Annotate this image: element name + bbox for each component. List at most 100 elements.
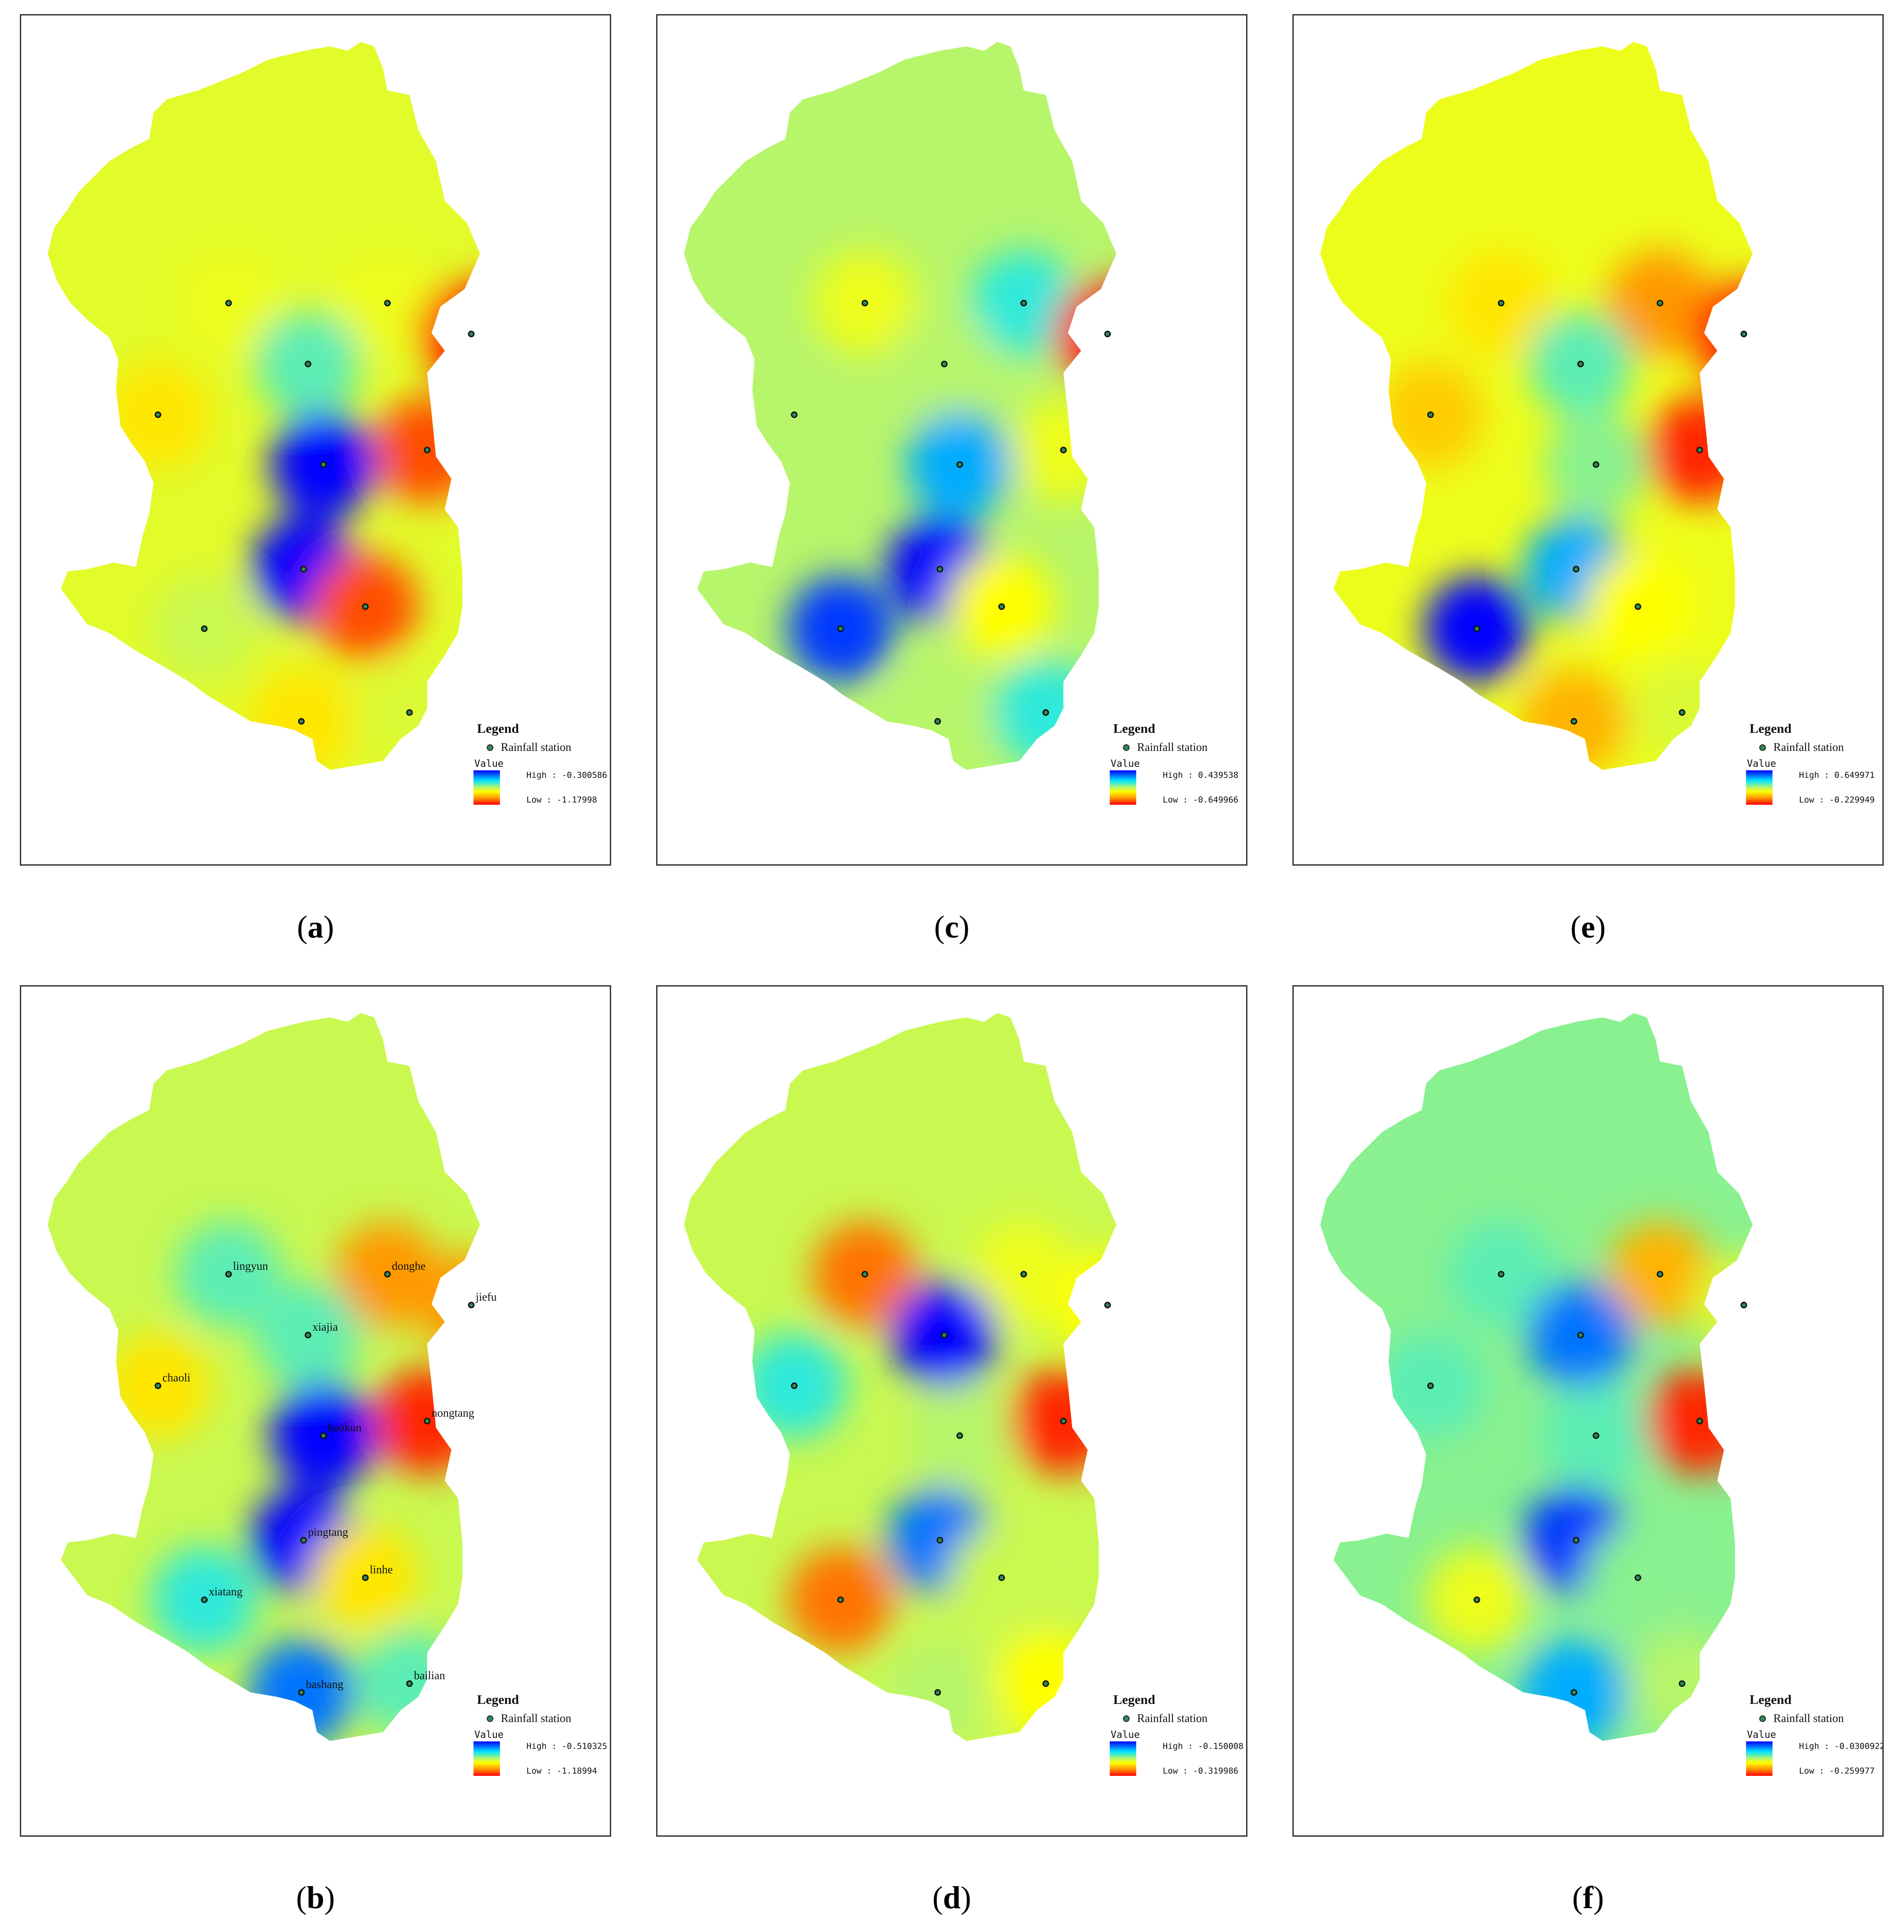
legend-high-value: High : 0.649971 — [1799, 770, 1875, 780]
station-marker-linhe — [362, 603, 369, 610]
station-marker-xiajia — [941, 360, 948, 368]
station-marker-donghe — [1656, 1271, 1664, 1278]
station-marker-linhe — [362, 1574, 369, 1581]
legend-low-value: Low : -0.229949 — [1799, 795, 1875, 805]
station-marker-xiatang — [1473, 625, 1480, 632]
station-marker-chaoli — [154, 411, 161, 418]
station-marker-xiatang — [201, 1596, 208, 1603]
legend-low-value: Low : -1.18994 — [526, 1766, 597, 1776]
station-marker-chaoli — [154, 1382, 161, 1389]
color-ramp-bar — [1110, 770, 1136, 805]
station-marker-baokun — [956, 461, 963, 468]
station-marker-pingtang — [1573, 566, 1580, 573]
caption-e: (e) — [1570, 909, 1606, 945]
station-marker-pingtang — [300, 566, 307, 573]
legend-value-label: Value — [1747, 758, 1776, 769]
station-symbol-icon — [1123, 1715, 1130, 1722]
station-marker-bailian — [1679, 709, 1686, 716]
map-panel-b: lingyun donghe jiefu xiajia chaoli nongtang ba… — [20, 985, 611, 1837]
map-panel-d: Legend Rainfall station Value High : -0.150… — [656, 985, 1247, 1837]
station-marker-donghe — [1020, 1271, 1027, 1278]
station-marker-nongtang — [424, 1418, 431, 1425]
map-panel-f: Legend Rainfall station Value High : -0.030… — [1292, 985, 1884, 1837]
station-label-pingtang: pingtang — [308, 1526, 348, 1538]
legend-high-value: High : -0.300586 — [526, 770, 608, 780]
station-marker-bashang — [1570, 718, 1577, 725]
station-marker-baokun — [320, 461, 327, 468]
station-label-xiatang: xiatang — [209, 1585, 243, 1598]
color-ramp-bar — [1110, 1741, 1136, 1776]
legend: Legend Rainfall station Value High : 0.4395… — [1110, 721, 1242, 806]
station-marker-donghe — [384, 300, 391, 307]
station-marker-nongtang — [1060, 1418, 1067, 1425]
legend-color-ramp: High : -0.0300922 Low : -0.259977 — [1746, 1741, 1882, 1777]
station-marker-pingtang — [936, 566, 943, 573]
station-marker-baokun — [1592, 461, 1600, 468]
station-marker-chaoli — [1427, 1382, 1434, 1389]
legend-title: Legend — [1113, 1692, 1156, 1707]
station-label-bailian: bailian — [414, 1669, 445, 1682]
station-marker-pingtang — [936, 1537, 943, 1544]
station-label-chaoli: chaoli — [162, 1371, 191, 1384]
station-label-baokun: baokun — [328, 1421, 362, 1434]
caption-f: (f) — [1572, 1880, 1604, 1915]
legend-station-entry: Rainfall station — [1110, 739, 1242, 757]
legend-value-label: Value — [474, 1729, 504, 1741]
legend: Legend Rainfall station Value High : -0.300… — [473, 721, 608, 806]
station-marker-pingtang — [1573, 1537, 1580, 1544]
station-marker-nongtang — [1696, 1418, 1703, 1425]
station-marker-linhe — [998, 603, 1005, 610]
station-marker-bashang — [934, 1689, 941, 1696]
legend-station-entry: Rainfall station — [473, 739, 606, 757]
legend-station-entry: Rainfall station — [473, 1710, 606, 1728]
legend-title: Legend — [1750, 721, 1792, 736]
station-marker-xiatang — [201, 625, 208, 632]
color-ramp-bar — [473, 1741, 500, 1776]
station-marker-donghe — [384, 1271, 391, 1278]
station-marker-bashang — [298, 718, 305, 725]
station-symbol-icon — [1123, 744, 1130, 751]
legend-station-label: Rainfall station — [1137, 1712, 1208, 1725]
station-marker-lingyun — [861, 300, 868, 307]
station-marker-lingyun — [225, 1271, 232, 1278]
station-marker-nongtang — [1060, 446, 1067, 454]
legend-station-entry: Rainfall station — [1110, 1710, 1242, 1728]
caption-b: (b) — [296, 1880, 335, 1915]
color-ramp-bar — [473, 770, 500, 805]
station-marker-bailian — [406, 1680, 413, 1687]
map-panel-e: Legend Rainfall station Value High : 0.6499… — [1292, 14, 1884, 866]
station-label-jiefu: jiefu — [475, 1291, 497, 1303]
legend-high-value: High : -0.0300922 — [1799, 1741, 1884, 1751]
station-marker-baokun — [956, 1432, 963, 1439]
station-marker-xiajia — [1577, 1332, 1584, 1339]
legend-high-value: High : -0.150008 — [1163, 1741, 1244, 1751]
station-marker-chaoli — [1427, 411, 1434, 418]
legend-value-label: Value — [1111, 1729, 1140, 1741]
interpolated-surface-e — [1320, 42, 1753, 770]
station-marker-bashang — [1570, 1689, 1577, 1696]
station-marker-bailian — [1679, 1680, 1686, 1687]
legend: Legend Rainfall station Value High : 0.6499… — [1746, 721, 1878, 806]
station-marker-bailian — [406, 709, 413, 716]
legend-color-ramp: High : -0.150008 Low : -0.319986 — [1110, 1741, 1244, 1777]
interpolated-surface-b: lingyun donghe jiefu xiajia chaoli nongtang ba… — [48, 1013, 497, 1741]
legend-color-ramp: High : 0.439538 Low : -0.649966 — [1110, 770, 1242, 806]
station-marker-bashang — [298, 1689, 305, 1696]
station-marker-jiefu — [1104, 1302, 1111, 1309]
station-marker-jiefu — [468, 1302, 475, 1309]
legend-station-label: Rainfall station — [1773, 741, 1844, 754]
station-marker-linhe — [998, 1574, 1005, 1581]
station-symbol-icon — [1759, 1715, 1766, 1722]
station-marker-jiefu — [1104, 330, 1111, 338]
caption-a: (a) — [297, 909, 334, 945]
station-marker-bashang — [934, 718, 941, 725]
station-marker-xiajia — [941, 1332, 948, 1339]
color-ramp-bar — [1746, 770, 1773, 805]
legend-station-label: Rainfall station — [1773, 1712, 1844, 1725]
station-label-donghe: donghe — [392, 1260, 426, 1272]
interpolated-surface-f — [1320, 1013, 1753, 1741]
station-marker-nongtang — [424, 446, 431, 454]
station-marker-xiatang — [837, 625, 844, 632]
legend-value-label: Value — [474, 758, 504, 769]
station-marker-lingyun — [1498, 1271, 1505, 1278]
